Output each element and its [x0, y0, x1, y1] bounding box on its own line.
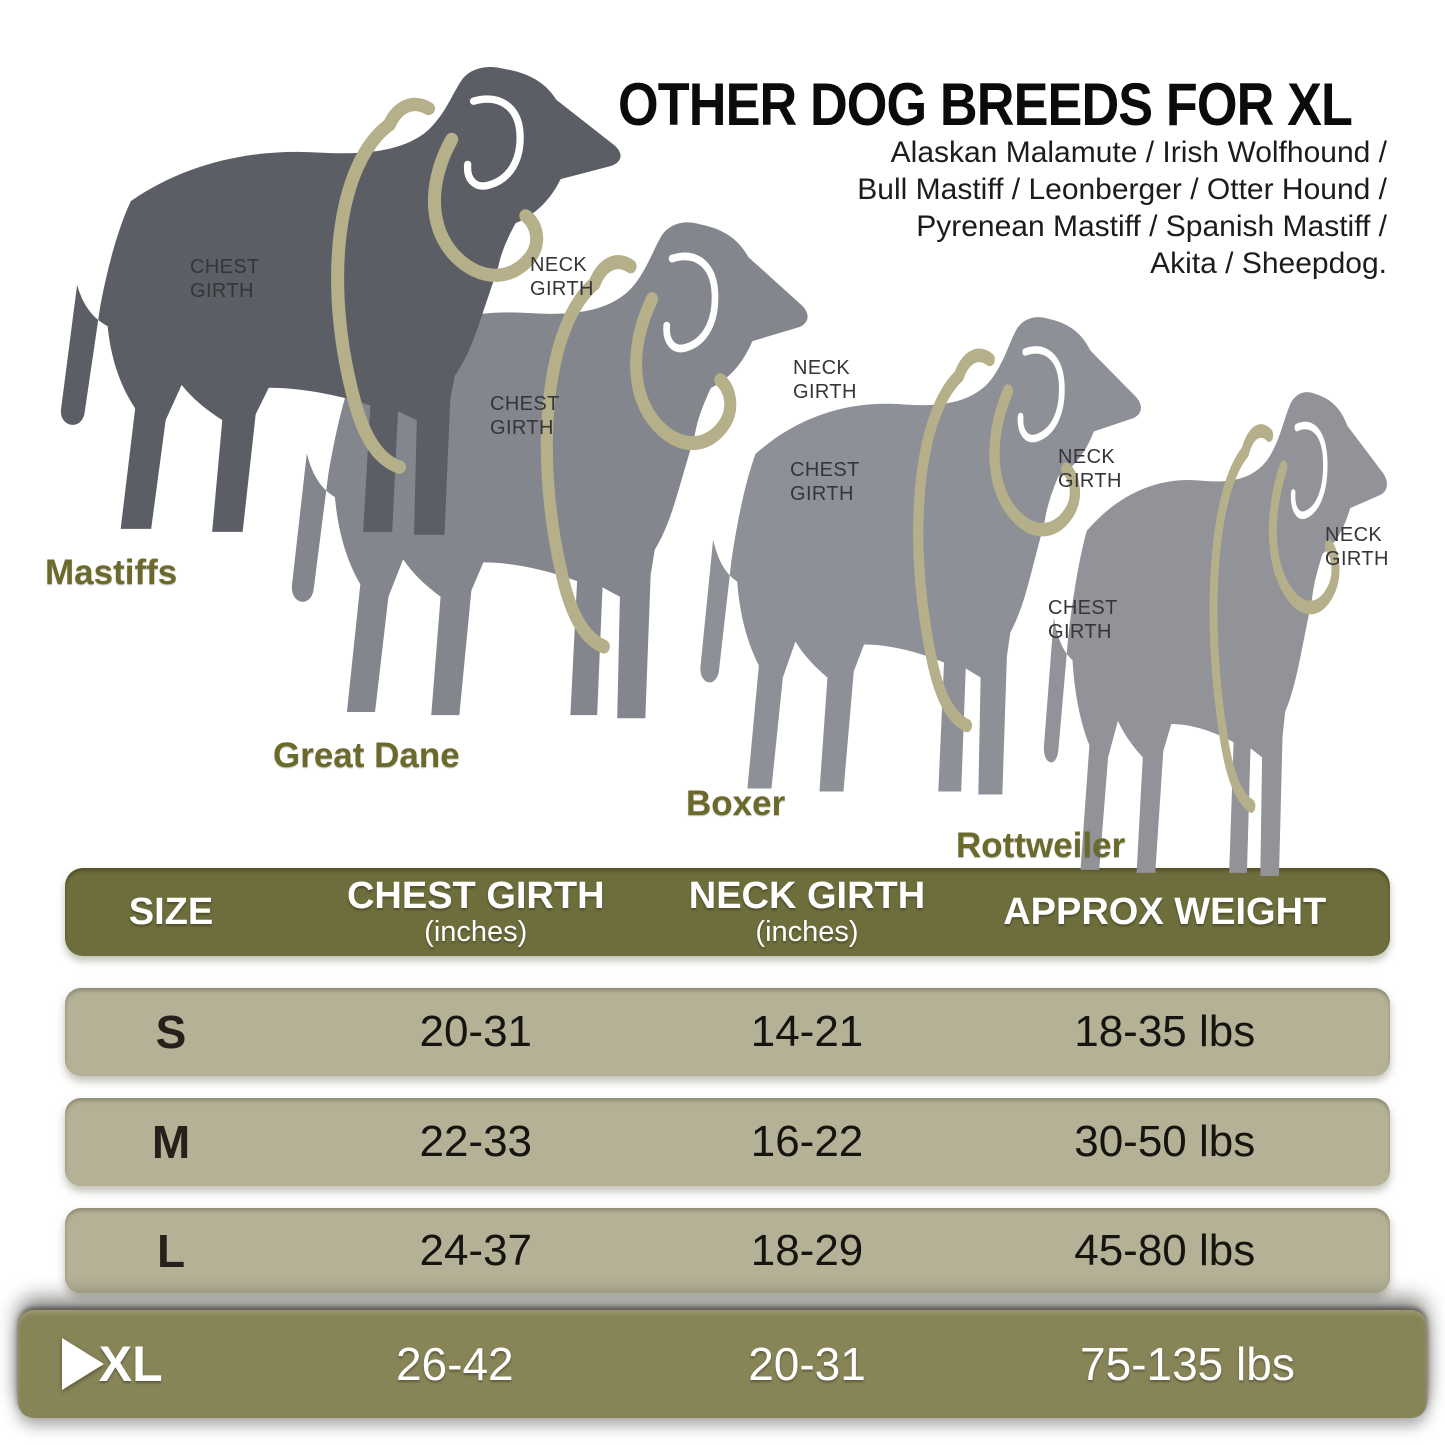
row-s-chest: 20-31: [419, 1007, 533, 1056]
header-chest-column: CHEST GIRTH (inches): [277, 875, 675, 949]
row-s-weight: 18-35 lbs: [1074, 1007, 1256, 1056]
mastiffs-chest-girth-label: CHEST GIRTH: [190, 256, 260, 302]
header-weight-column: APPROX WEIGHT: [1003, 890, 1327, 933]
great-dane-neck-girth-label: NECK GIRTH: [793, 357, 857, 403]
header-size-column: SIZE: [128, 890, 214, 933]
table-row-xl-highlighted: XL 26-42 20-31 75-135 lbs: [18, 1310, 1427, 1418]
subtitle-line: Bull Mastiff / Leonberger / Otter Hound …: [857, 173, 1387, 206]
boxer-chest-girth-label: CHEST GIRTH: [790, 459, 860, 505]
row-m-neck: 16-22: [750, 1117, 864, 1166]
header-neck-units: (inches): [755, 916, 859, 948]
row-l-size: L: [156, 1224, 186, 1277]
great-dane-chest-girth-label: CHEST GIRTH: [490, 393, 560, 439]
row-xl-weight: 75-135 lbs: [1080, 1338, 1295, 1390]
table-row-s: S 20-31 14-21 18-35 lbs: [65, 988, 1390, 1076]
breed-list-subtitle: Alaskan Malamute / Irish Wolfhound / Bul…: [857, 134, 1387, 282]
size-table-header: SIZE CHEST GIRTH (inches) NECK GIRTH (in…: [65, 868, 1390, 956]
row-s-neck: 14-21: [750, 1007, 864, 1056]
mastiffs-neck-girth-label: NECK GIRTH: [530, 254, 594, 300]
row-m-size: M: [151, 1116, 191, 1168]
row-s-size: S: [155, 1006, 187, 1058]
row-xl-neck: 20-31: [748, 1338, 866, 1390]
breed-label-mastiffs: Mastiffs: [45, 553, 178, 592]
page-title: OTHER DOG BREEDS FOR XL: [618, 71, 1353, 138]
header-neck-title: NECK GIRTH: [688, 875, 926, 917]
row-m-chest: 22-33: [419, 1117, 533, 1166]
table-row-m: M 22-33 16-22 30-50 lbs: [65, 1098, 1390, 1186]
subtitle-line: Pyrenean Mastiff / Spanish Mastiff /: [916, 210, 1387, 243]
row-l-weight: 45-80 lbs: [1074, 1225, 1256, 1275]
row-l-chest: 24-37: [419, 1225, 533, 1275]
header-neck-column: NECK GIRTH (inches): [675, 875, 940, 949]
row-m-weight: 30-50 lbs: [1074, 1117, 1256, 1166]
subtitle-line: Akita / Sheepdog.: [1150, 247, 1387, 280]
subtitle-line: Alaskan Malamute / Irish Wolfhound /: [890, 136, 1387, 169]
rottweiler-chest-girth-label: CHEST GIRTH: [1048, 597, 1118, 643]
breed-label-boxer: Boxer: [686, 784, 786, 823]
header-chest-units: (inches): [424, 916, 528, 948]
breed-label-rottweiler: Rottweiler: [956, 826, 1126, 865]
row-xl-chest: 26-42: [395, 1338, 514, 1390]
boxer-neck-girth-label: NECK GIRTH: [1058, 446, 1122, 492]
table-row-l: L 24-37 18-29 45-80 lbs: [65, 1208, 1390, 1293]
dog-boxer-silhouette: [700, 317, 1141, 794]
breed-label-great-dane: Great Dane: [273, 736, 460, 775]
rottweiler-neck-girth-label: NECK GIRTH: [1325, 524, 1389, 570]
row-xl-size: XL: [98, 1336, 163, 1392]
header-chest-title: CHEST GIRTH: [346, 875, 605, 917]
xl-row-marker-triangle-icon: [62, 1338, 104, 1390]
row-l-neck: 18-29: [750, 1225, 864, 1275]
